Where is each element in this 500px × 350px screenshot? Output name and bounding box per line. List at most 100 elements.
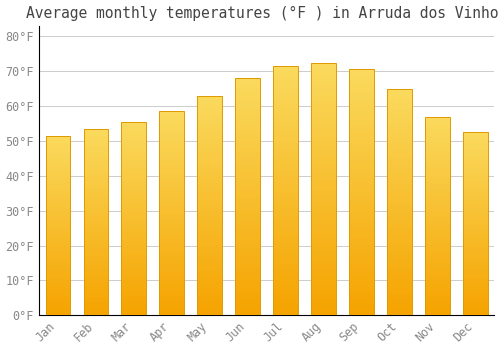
Bar bbox=[122, 232, 146, 234]
Bar bbox=[274, 118, 298, 121]
Bar bbox=[312, 212, 336, 214]
Bar bbox=[122, 292, 146, 294]
Bar bbox=[387, 211, 412, 213]
Bar bbox=[46, 213, 70, 215]
Bar bbox=[349, 168, 374, 170]
Bar bbox=[46, 312, 70, 314]
Bar bbox=[46, 136, 70, 315]
Bar bbox=[236, 111, 260, 114]
Bar bbox=[122, 308, 146, 309]
Bar bbox=[198, 120, 222, 122]
Bar bbox=[46, 301, 70, 303]
Bar bbox=[387, 177, 412, 179]
Bar bbox=[349, 207, 374, 210]
Bar bbox=[160, 166, 184, 168]
Bar bbox=[46, 234, 70, 236]
Bar bbox=[274, 106, 298, 108]
Bar bbox=[198, 214, 222, 216]
Bar bbox=[312, 181, 336, 184]
Bar bbox=[84, 164, 108, 166]
Bar bbox=[349, 303, 374, 306]
Bar bbox=[312, 313, 336, 315]
Bar bbox=[84, 254, 108, 256]
Bar bbox=[425, 168, 450, 170]
Bar bbox=[122, 276, 146, 279]
Bar bbox=[425, 292, 450, 293]
Bar bbox=[160, 217, 184, 219]
Bar bbox=[122, 280, 146, 282]
Bar bbox=[349, 84, 374, 87]
Bar bbox=[312, 144, 336, 146]
Bar bbox=[122, 203, 146, 205]
Bar bbox=[160, 266, 184, 268]
Bar bbox=[425, 210, 450, 212]
Bar bbox=[46, 163, 70, 164]
Bar bbox=[274, 121, 298, 123]
Bar bbox=[387, 89, 412, 315]
Bar bbox=[312, 116, 336, 118]
Bar bbox=[349, 212, 374, 215]
Bar bbox=[349, 308, 374, 310]
Bar bbox=[84, 174, 108, 175]
Bar bbox=[425, 275, 450, 278]
Bar bbox=[387, 236, 412, 238]
Bar bbox=[198, 96, 222, 315]
Bar bbox=[387, 197, 412, 200]
Bar bbox=[312, 260, 336, 262]
Bar bbox=[46, 285, 70, 287]
Bar bbox=[236, 230, 260, 232]
Bar bbox=[349, 283, 374, 286]
Bar bbox=[198, 269, 222, 271]
Bar bbox=[312, 63, 336, 315]
Bar bbox=[387, 100, 412, 102]
Bar bbox=[387, 127, 412, 130]
Bar bbox=[160, 175, 184, 177]
Bar bbox=[236, 104, 260, 107]
Bar bbox=[46, 209, 70, 211]
Bar bbox=[160, 254, 184, 256]
Bar bbox=[160, 252, 184, 254]
Bar bbox=[236, 234, 260, 237]
Bar bbox=[463, 244, 488, 246]
Bar bbox=[274, 298, 298, 300]
Bar bbox=[463, 191, 488, 192]
Bar bbox=[84, 228, 108, 230]
Bar bbox=[236, 173, 260, 175]
Bar bbox=[122, 209, 146, 211]
Bar bbox=[425, 250, 450, 252]
Bar bbox=[46, 170, 70, 172]
Bar bbox=[463, 301, 488, 302]
Bar bbox=[349, 286, 374, 288]
Bar bbox=[46, 208, 70, 209]
Bar bbox=[122, 290, 146, 292]
Bar bbox=[274, 126, 298, 128]
Bar bbox=[349, 116, 374, 119]
Bar bbox=[463, 195, 488, 196]
Bar bbox=[198, 313, 222, 315]
Bar bbox=[387, 200, 412, 202]
Bar bbox=[312, 138, 336, 141]
Bar bbox=[274, 93, 298, 96]
Bar bbox=[84, 299, 108, 300]
Bar bbox=[274, 275, 298, 278]
Bar bbox=[160, 213, 184, 215]
Bar bbox=[122, 143, 146, 145]
Bar bbox=[236, 85, 260, 88]
Bar bbox=[198, 228, 222, 230]
Bar bbox=[46, 193, 70, 195]
Bar bbox=[46, 306, 70, 308]
Bar bbox=[349, 183, 374, 185]
Bar bbox=[122, 220, 146, 222]
Bar bbox=[387, 107, 412, 109]
Bar bbox=[236, 199, 260, 202]
Bar bbox=[122, 228, 146, 230]
Bar bbox=[84, 296, 108, 299]
Bar bbox=[198, 276, 222, 278]
Bar bbox=[236, 275, 260, 277]
Bar bbox=[387, 114, 412, 116]
Bar bbox=[425, 176, 450, 178]
Bar bbox=[160, 291, 184, 293]
Bar bbox=[122, 180, 146, 182]
Bar bbox=[463, 213, 488, 215]
Bar bbox=[425, 206, 450, 208]
